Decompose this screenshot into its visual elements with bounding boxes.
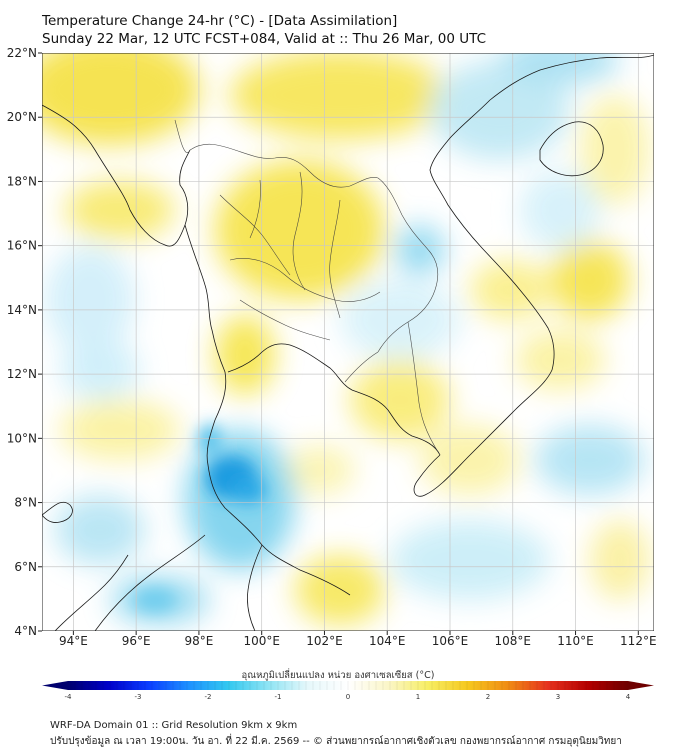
lat-tick-label: 8°N: [14, 496, 37, 510]
cool-core: [198, 424, 222, 456]
admin-borders: [174, 119, 441, 456]
map-figure: 4°N 6°N 8°N 10°N 12°N 14°N 16°N 18°N 20°N 22°N 94…: [7, 46, 657, 701]
colorbar-tick-label: 3: [556, 693, 560, 700]
cool-area: [390, 520, 550, 600]
colorbar-body: [68, 681, 628, 690]
warm-area: [515, 330, 605, 390]
lat-tick-label: 22°N: [7, 46, 37, 60]
lon-tick-label: 100°E: [243, 634, 280, 648]
lon-tick-label: 94°E: [59, 634, 88, 648]
colorbar-tick-label: -3: [135, 693, 142, 700]
lat-tick-label: 10°N: [7, 431, 37, 445]
cool-area: [535, 425, 645, 495]
colorbar-title: อุณหภูมิเปลี่ยนแปลง หน่วย องศาเซลเซียส (…: [241, 670, 435, 681]
lon-tick-label: 102°E: [306, 634, 343, 648]
warm-area: [580, 95, 650, 205]
cool-area: [395, 225, 445, 275]
lon-tick-label: 110°E: [557, 634, 594, 648]
footer-model-info: WRF-DA Domain 01 :: Grid Resolution 9km …: [50, 720, 298, 731]
colorbar-tick-label: 1: [416, 693, 420, 700]
island: [42, 501, 73, 523]
colorbar-low-extend: [42, 681, 68, 690]
warm-area: [350, 360, 450, 440]
warm-area: [65, 180, 175, 240]
cool-area: [430, 60, 570, 160]
cool-area: [55, 495, 145, 565]
longitude-labels: 94°E 96°E 98°E 100°E 102°E 104°E 106°E 108°E 110…: [59, 634, 657, 648]
cool-area: [60, 340, 140, 400]
colorbar-tick-label: 2: [486, 693, 490, 700]
warm-area: [470, 260, 550, 320]
lon-tick-label: 106°E: [432, 634, 469, 648]
map-subtitle: Sunday 22 Mar, 12 UTC FCST+084, Valid at…: [42, 31, 486, 47]
lat-tick-label: 6°N: [14, 560, 37, 574]
cool-area: [45, 245, 135, 355]
cool-core: [133, 588, 177, 612]
lat-tick-label: 18°N: [7, 174, 37, 188]
lon-tick-label: 104°E: [369, 634, 406, 648]
colorbar-ticks: -4 -3 -2 -1 0 1 2 3 4: [65, 681, 631, 701]
warm-area: [590, 520, 650, 600]
hainan-island: [539, 121, 604, 177]
colorbar-tick-label: 0: [346, 693, 350, 700]
cool-area: [520, 170, 600, 250]
lat-tick-label: 4°N: [14, 624, 37, 638]
footer-credit: ปรับปรุงข้อมูล ณ เวลา 19:00น. วัน อา. ที…: [50, 736, 622, 747]
warm-area: [550, 240, 630, 320]
lon-tick-label: 96°E: [122, 634, 151, 648]
map-svg: 4°N 6°N 8°N 10°N 12°N 14°N 16°N 18°N 20°N 22°N 94…: [7, 46, 657, 701]
colorbar-high-extend: [628, 681, 654, 690]
colorbar-tick-label: -1: [275, 693, 282, 700]
lat-tick-label: 14°N: [7, 303, 37, 317]
warm-area: [420, 425, 520, 495]
colorbar-tick-label: -2: [205, 693, 212, 700]
cool-area: [340, 280, 460, 360]
colorbar: -4 -3 -2 -1 0 1 2 3 4: [42, 681, 654, 701]
cool-core: [230, 476, 266, 504]
warm-area: [42, 53, 200, 145]
warm-area: [60, 400, 180, 460]
warm-area: [295, 555, 385, 625]
temperature-field: [42, 53, 654, 631]
latitude-labels: 4°N 6°N 8°N 10°N 12°N 14°N 16°N 18°N 20°N 22°N: [7, 46, 37, 638]
axis-ticks: [38, 52, 639, 635]
lon-tick-label: 112°E: [620, 634, 657, 648]
warm-area: [215, 315, 275, 395]
warm-area: [230, 53, 450, 140]
cool-area: [500, 53, 620, 85]
lat-tick-label: 12°N: [7, 367, 37, 381]
coastlines: [42, 54, 654, 631]
colorbar-tick-label: 4: [626, 693, 631, 700]
lon-tick-label: 98°E: [184, 634, 213, 648]
lat-tick-label: 16°N: [7, 239, 37, 253]
map-title: Temperature Change 24-hr (°C) - [Data As…: [42, 13, 398, 29]
lat-tick-label: 20°N: [7, 110, 37, 124]
lon-tick-label: 108°E: [495, 634, 532, 648]
gridlines: [42, 53, 654, 631]
warm-area: [215, 160, 385, 300]
warm-area: [285, 445, 355, 495]
colorbar-tick-label: -4: [65, 693, 73, 700]
